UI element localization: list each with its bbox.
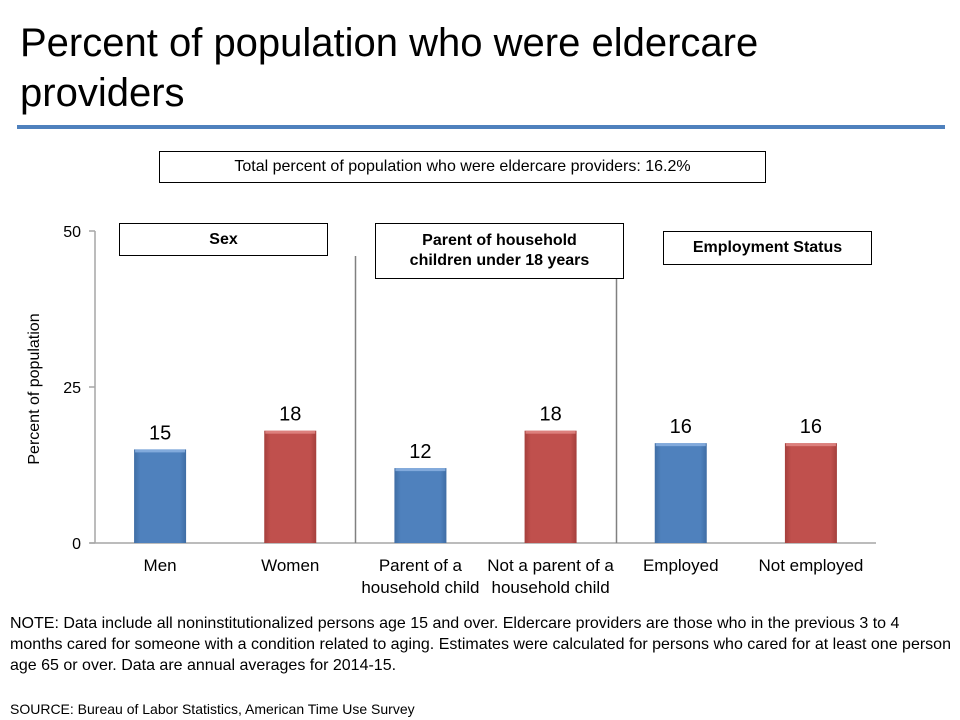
bar (394, 468, 447, 543)
group-label-sex: Sex (209, 230, 238, 248)
title-underline (17, 125, 945, 129)
bar-value-label: 18 (279, 404, 301, 426)
bar-value-label: 16 (800, 416, 822, 438)
x-tick-label: Women (261, 556, 319, 575)
chart-axes (89, 230, 876, 544)
x-tick-label: Not employed (758, 556, 863, 575)
bar (654, 443, 707, 543)
bar (784, 443, 837, 543)
bar-highlight (395, 468, 446, 472)
bar-value-label: 15 (149, 422, 171, 444)
chart-bars (134, 430, 837, 543)
group-label-parent-line1: Parent of household (422, 232, 577, 249)
y-tick-label: 25 (63, 380, 81, 397)
y-axis-label: Percent of population (26, 313, 43, 464)
group-box-sex: Sex (119, 223, 328, 256)
bar-highlight (655, 443, 706, 447)
source-text: SOURCE: Bureau of Labor Statistics, Amer… (10, 701, 415, 717)
x-tick-label: Not a parent of a household child (487, 556, 614, 597)
total-percent-label: Total percent of population who were eld… (234, 158, 691, 175)
y-tick-label: 0 (72, 536, 81, 553)
bar-value-label: 16 (670, 416, 692, 438)
total-percent-box: Total percent of population who were eld… (159, 151, 766, 183)
group-box-employment: Employment Status (663, 231, 872, 265)
bar-value-label: 18 (539, 404, 561, 426)
bar (264, 430, 317, 543)
slide-title: Percent of population who were eldercare… (20, 21, 759, 115)
group-label-parent-line2: children under 18 years (409, 252, 590, 269)
bar-highlight (525, 430, 576, 434)
x-tick-label: Parent of a household child (361, 556, 479, 597)
x-tick-label: Employed (643, 556, 719, 575)
group-label-employment: Employment Status (692, 239, 843, 256)
note-text: NOTE: Data include all noninstitutionali… (10, 615, 951, 674)
bar (134, 449, 187, 543)
x-tick-label: Men (144, 556, 177, 575)
bar (524, 430, 577, 543)
group-box-parent: Parent of household children under 18 ye… (375, 223, 624, 279)
bar-highlight (265, 430, 316, 434)
y-tick-label: 50 (63, 224, 81, 241)
chart-labels: 0 25 50 Percent of population 15 Men 18 Women 12… (26, 224, 863, 597)
bar-value-label: 12 (409, 441, 431, 463)
bar-highlight (135, 449, 186, 453)
bar-highlight (785, 443, 836, 447)
